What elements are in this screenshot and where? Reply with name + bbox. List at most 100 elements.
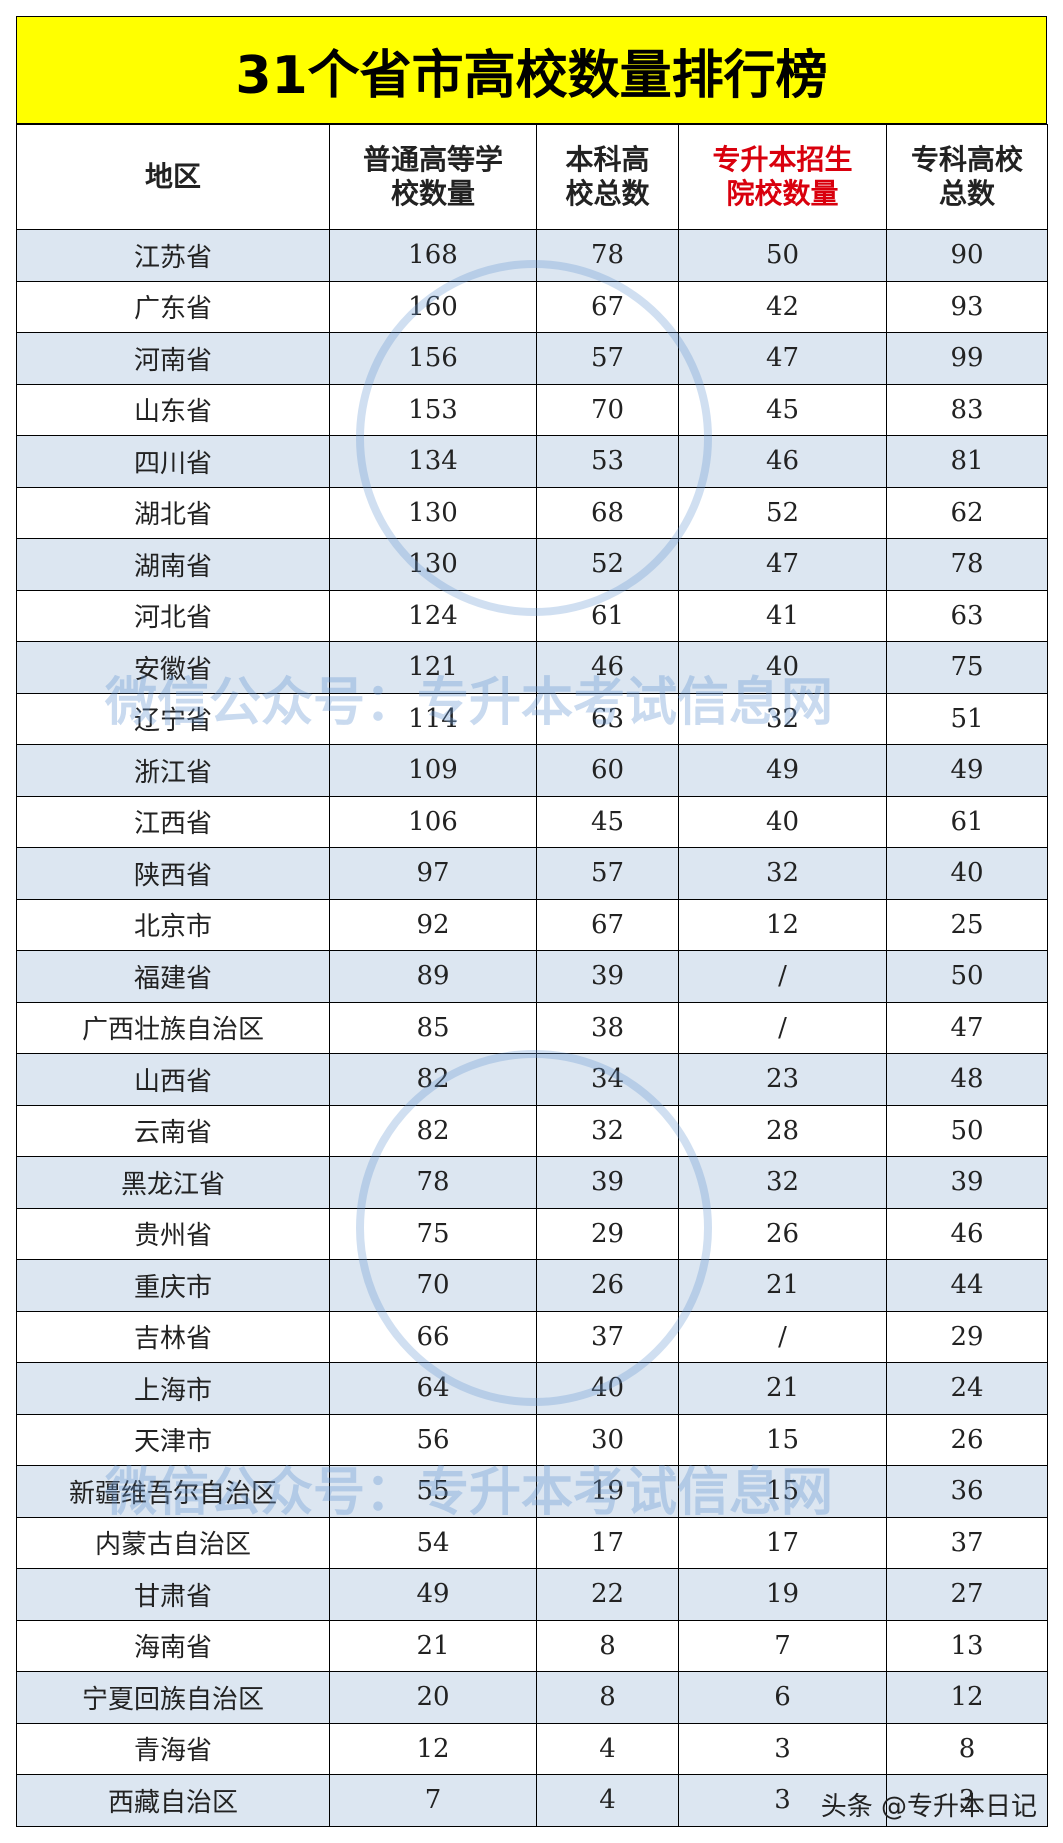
region-cell: 广西壮族自治区	[16, 1001, 330, 1054]
title: 31个省市高校数量排行榜	[16, 16, 1047, 124]
count-cell: 55	[329, 1465, 537, 1518]
count-cell: 19	[536, 1465, 679, 1518]
count-cell: 61	[536, 589, 679, 642]
count-cell: 29	[886, 1310, 1048, 1363]
region-cell: 天津市	[16, 1413, 330, 1466]
count-cell: 30	[536, 1413, 679, 1466]
count-cell: 134	[329, 435, 537, 488]
count-cell: 41	[678, 589, 887, 642]
count-cell: 6	[678, 1671, 887, 1724]
region-cell: 辽宁省	[16, 692, 330, 745]
table-header: 地区 普通高等学校数量 本科高校总数 专升本招生院校数量 专科高校总数	[16, 124, 1048, 230]
count-cell: 47	[886, 1001, 1048, 1054]
count-cell: 21	[678, 1259, 887, 1312]
region-cell: 陕西省	[16, 847, 330, 900]
table-row: 河北省 124 61 41 63	[16, 589, 1048, 642]
region-cell: 吉林省	[16, 1310, 330, 1363]
count-cell: 153	[329, 383, 537, 436]
table-row: 重庆市 70 26 21 44	[16, 1259, 1048, 1312]
count-cell: 39	[536, 1156, 679, 1209]
table-row: 广西壮族自治区 85 38/47	[16, 1001, 1048, 1054]
count-cell: 37	[886, 1516, 1048, 1569]
count-cell: 39	[886, 1156, 1048, 1209]
table-row: 山东省 153 70 45 83	[16, 383, 1048, 436]
count-cell: 47	[678, 332, 887, 385]
count-cell: 25	[886, 898, 1048, 951]
count-cell: 78	[329, 1156, 537, 1209]
region-cell: 湖北省	[16, 486, 330, 539]
count-cell: 19	[678, 1568, 887, 1621]
count-cell: 90	[886, 229, 1048, 282]
header-cell: 专科高校总数	[886, 124, 1048, 230]
count-cell: 40	[678, 795, 887, 848]
count-cell: 78	[886, 538, 1048, 591]
table-row: 河南省 156 57 47 99	[16, 332, 1048, 385]
table-row: 湖南省 130 52 47 78	[16, 538, 1048, 591]
table-row: 天津市 56 30 15 26	[16, 1413, 1048, 1466]
count-cell: 17	[678, 1516, 887, 1569]
table-row: 江西省 106 45 40 61	[16, 795, 1048, 848]
count-cell: 42	[678, 280, 887, 333]
count-cell: 60	[536, 744, 679, 797]
count-cell: /	[678, 1001, 887, 1054]
count-cell: 38	[536, 1001, 679, 1054]
count-cell: 46	[678, 435, 887, 488]
count-cell: 48	[886, 1053, 1048, 1106]
region-cell: 上海市	[16, 1362, 330, 1415]
count-cell: 70	[329, 1259, 537, 1312]
count-cell: 47	[678, 538, 887, 591]
count-cell: 45	[678, 383, 887, 436]
count-cell: 7	[329, 1774, 537, 1827]
count-cell: 40	[678, 641, 887, 694]
count-cell: 82	[329, 1053, 537, 1106]
count-cell: 3	[678, 1774, 887, 1827]
region-cell: 云南省	[16, 1104, 330, 1157]
table-row: 陕西省 97 57 32 40	[16, 847, 1048, 900]
table-row: 贵州省 75 29 26 46	[16, 1207, 1048, 1260]
count-cell: 75	[886, 641, 1048, 694]
count-cell: 50	[886, 950, 1048, 1003]
table-row: 浙江省 109 60 49 49	[16, 744, 1048, 797]
table-row: 安徽省 121 46 40 75	[16, 641, 1048, 694]
count-cell: 109	[329, 744, 537, 797]
table-row: 海南省 21 8 7 13	[16, 1619, 1048, 1672]
count-cell: 49	[678, 744, 887, 797]
count-cell: 82	[329, 1104, 537, 1157]
table-row: 辽宁省 114 63 32 51	[16, 692, 1048, 745]
count-cell: 130	[329, 538, 537, 591]
count-cell: 68	[536, 486, 679, 539]
count-cell: 49	[886, 744, 1048, 797]
table-row: 西藏自治区 7 4 3 3	[16, 1774, 1048, 1827]
table-row: 湖北省 130 68 52 62	[16, 486, 1048, 539]
count-cell: 114	[329, 692, 537, 745]
count-cell: 12	[886, 1671, 1048, 1724]
table-row: 宁夏回族自治区 20 8 6 12	[16, 1671, 1048, 1724]
count-cell: 106	[329, 795, 537, 848]
count-cell: 26	[886, 1413, 1048, 1466]
count-cell: 4	[536, 1774, 679, 1827]
count-cell: 27	[886, 1568, 1048, 1621]
count-cell: 64	[329, 1362, 537, 1415]
count-cell: 3	[886, 1774, 1048, 1827]
region-cell: 山东省	[16, 383, 330, 436]
count-cell: 21	[329, 1619, 537, 1672]
count-cell: 24	[886, 1362, 1048, 1415]
count-cell: 23	[678, 1053, 887, 1106]
region-cell: 贵州省	[16, 1207, 330, 1260]
count-cell: 78	[536, 229, 679, 282]
count-cell: 8	[536, 1619, 679, 1672]
region-cell: 西藏自治区	[16, 1774, 330, 1827]
region-cell: 江苏省	[16, 229, 330, 282]
count-cell: 52	[536, 538, 679, 591]
count-cell: 8	[536, 1671, 679, 1724]
count-cell: 26	[536, 1259, 679, 1312]
count-cell: 89	[329, 950, 537, 1003]
count-cell: 83	[886, 383, 1048, 436]
count-cell: 124	[329, 589, 537, 642]
count-cell: 15	[678, 1413, 887, 1466]
count-cell: 62	[886, 486, 1048, 539]
header-cell: 地区	[16, 124, 330, 230]
count-cell: 46	[886, 1207, 1048, 1260]
count-cell: 57	[536, 847, 679, 900]
